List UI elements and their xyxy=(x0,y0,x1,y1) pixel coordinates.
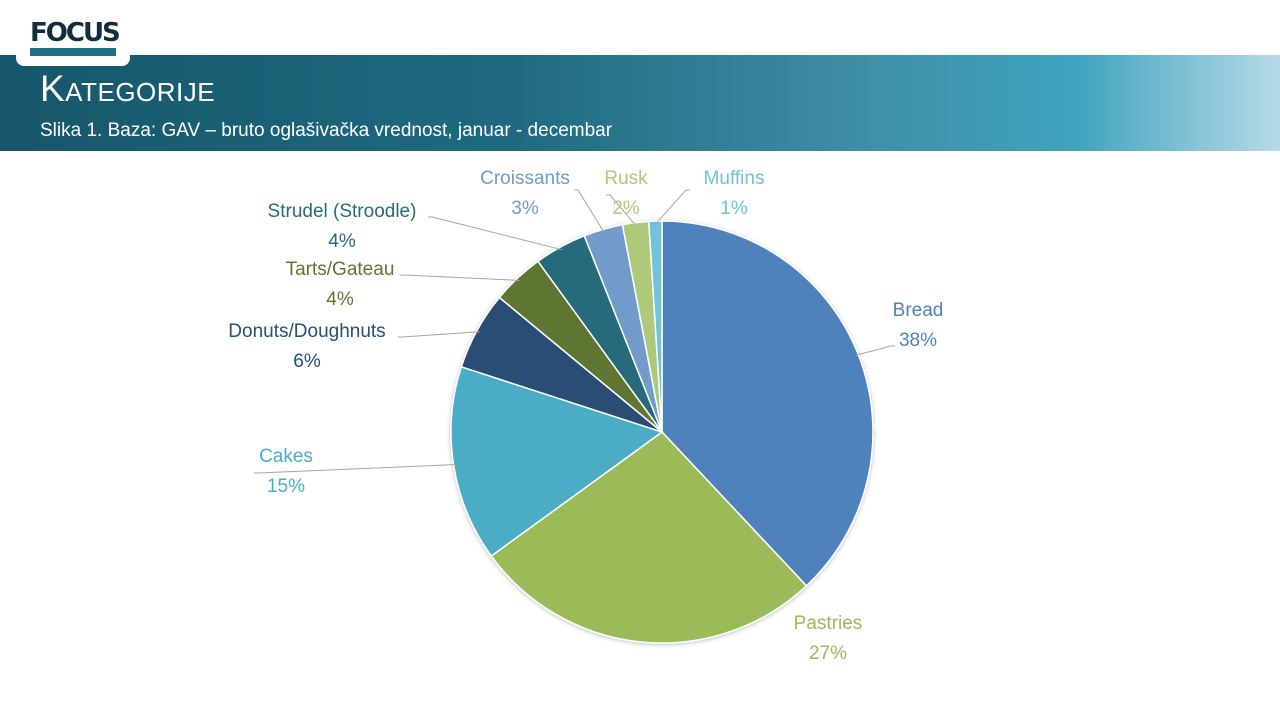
slice-label-bread: Bread xyxy=(893,300,944,321)
leader-line-tarts-gateau xyxy=(400,274,520,281)
slice-value-bread: 38% xyxy=(899,330,937,351)
slice-value-strudel-stroodle: 4% xyxy=(328,231,356,252)
leader-line-donuts-doughnuts xyxy=(398,331,480,338)
leader-line-croissants xyxy=(574,189,605,233)
slice-label-strudel-stroodle: Strudel (Stroodle) xyxy=(268,201,417,222)
slice-label-pastries: Pastries xyxy=(794,613,863,634)
slice-value-muffins: 1% xyxy=(720,198,748,219)
slice-label-tarts-gateau: Tarts/Gateau xyxy=(286,259,395,280)
slice-value-cakes: 15% xyxy=(267,476,305,497)
slice-value-rusk: 2% xyxy=(612,198,640,219)
slice-label-rusk: Rusk xyxy=(604,168,648,189)
leader-line-strudel-stroodle xyxy=(428,216,562,251)
logo: FOCUS xyxy=(16,8,130,66)
logo-text: FOCUS xyxy=(30,18,121,48)
logo-underline xyxy=(30,48,116,56)
slice-value-donuts-doughnuts: 6% xyxy=(293,351,321,372)
page-title: Kategorije xyxy=(40,68,216,109)
leader-line-rusk xyxy=(606,194,637,226)
slice-value-croissants: 3% xyxy=(511,198,539,219)
leader-line-cakes xyxy=(254,464,457,474)
pie-slice-pastries xyxy=(490,431,808,644)
leader-line-muffins xyxy=(655,189,690,225)
page-subtitle: Slika 1. Baza: GAV – bruto oglašivačka v… xyxy=(40,120,613,141)
slice-value-tarts-gateau: 4% xyxy=(326,289,354,310)
slice-label-croissants: Croissants xyxy=(480,168,570,189)
header-band xyxy=(0,55,1280,151)
leader-line-bread xyxy=(855,345,895,356)
pie-slice-muffins xyxy=(647,220,663,433)
slice-label-muffins: Muffins xyxy=(704,168,765,189)
slice-label-donuts-doughnuts: Donuts/Doughnuts xyxy=(228,321,385,342)
slice-label-cakes: Cakes xyxy=(259,446,313,467)
slice-value-pastries: 27% xyxy=(809,643,847,664)
